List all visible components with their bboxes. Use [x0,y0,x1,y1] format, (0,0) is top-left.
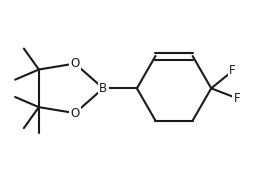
Text: O: O [70,107,80,120]
Text: O: O [70,57,80,70]
Text: F: F [234,92,240,105]
Text: F: F [229,64,236,77]
Text: B: B [99,82,107,95]
